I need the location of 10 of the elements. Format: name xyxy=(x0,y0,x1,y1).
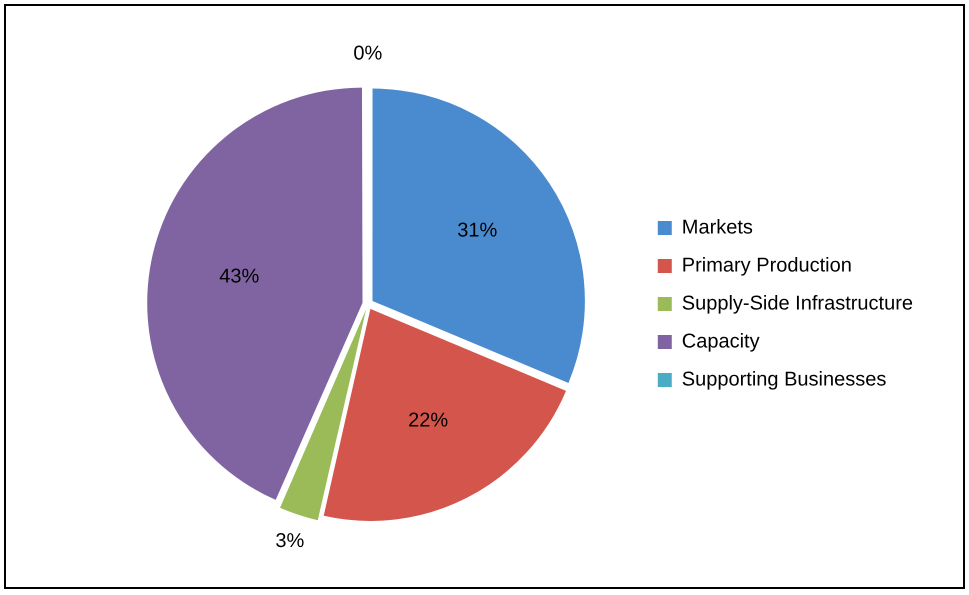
legend-label: Supporting Businesses xyxy=(682,368,886,391)
data-label: 31% xyxy=(457,220,498,242)
legend-label: Supply-Side Infrastructure xyxy=(682,292,914,315)
legend-label: Markets xyxy=(682,216,753,239)
legend-label: Primary Production xyxy=(682,254,852,277)
legend-label: Capacity xyxy=(682,330,760,353)
data-label: 3% xyxy=(275,530,305,552)
text: 0% xyxy=(353,42,382,65)
data-label: 22% xyxy=(408,409,448,432)
data-label: 43% xyxy=(219,266,260,288)
